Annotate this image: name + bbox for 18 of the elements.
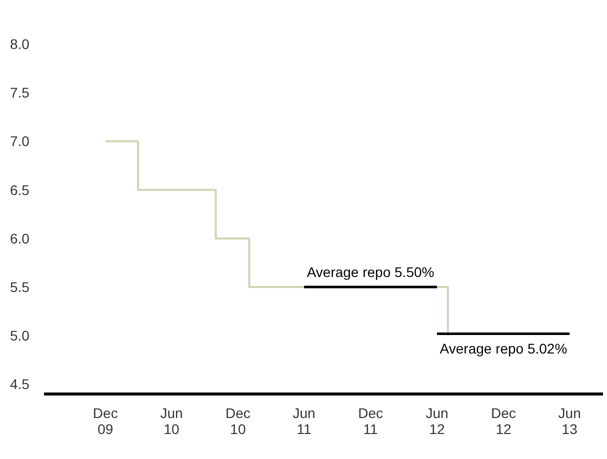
annotation: Average repo 5.50% [306, 264, 434, 280]
y-tick-label: 7.5 [10, 84, 30, 101]
y-tick-label: 6.0 [10, 230, 30, 246]
x-tick-label: Dec 09 [92, 405, 118, 437]
annotation: Average repo 5.02% [440, 340, 568, 357]
y-tick-label: 6.5 [10, 182, 30, 198]
y-tick-label: 4.5 [10, 376, 30, 392]
y-tick-label: 5.0 [10, 328, 30, 344]
x-tick-label: Jun 11 [292, 405, 316, 437]
x-tick-label: Dec 12 [491, 405, 516, 437]
x-tick-label: Dec 11 [358, 405, 383, 437]
x-tick-label: Dec 10 [226, 405, 250, 437]
x-tick-label: Jun 12 [426, 405, 448, 437]
y-tick-label: 7.0 [10, 133, 30, 150]
y-tick-label: 5.5 [10, 279, 30, 296]
x-tick-label: Jun 13 [558, 405, 581, 437]
x-tick-label: Jun 10 [160, 405, 183, 437]
y-tick-label: 8.0 [10, 36, 30, 52]
